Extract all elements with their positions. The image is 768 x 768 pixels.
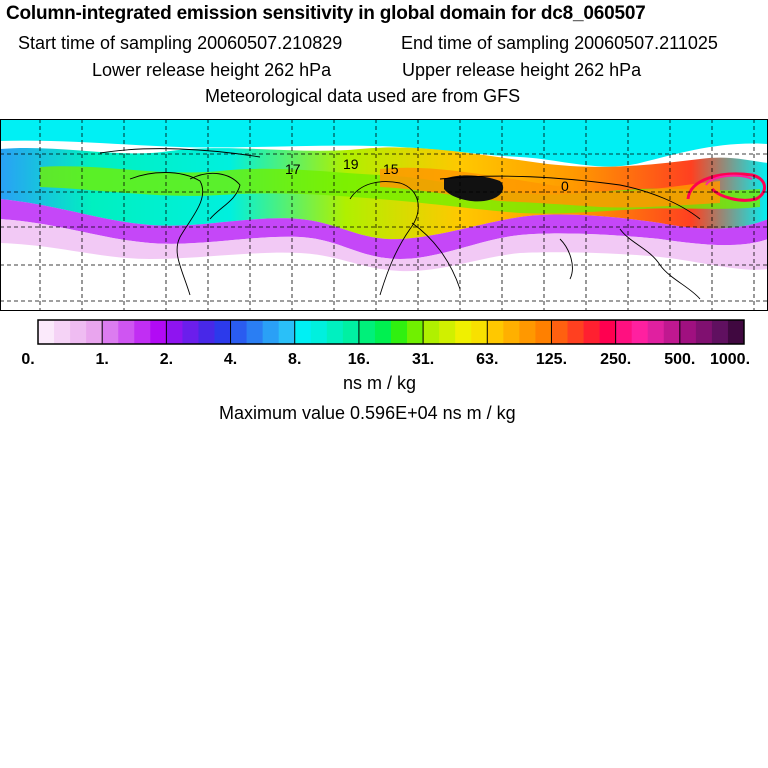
legend-swatch — [86, 320, 103, 344]
legend-swatch — [471, 320, 488, 344]
legend-swatch — [102, 320, 119, 344]
legend-swatch — [439, 320, 456, 344]
legend-swatch — [423, 320, 440, 344]
legend-swatch — [198, 320, 215, 344]
legend-swatch — [455, 320, 472, 344]
legend-tick-label: 250. — [600, 351, 631, 368]
legend-tick-label: 31. — [412, 351, 434, 368]
legend-swatch — [310, 320, 328, 344]
legend-tick-label: 4. — [224, 351, 237, 368]
traj-label-17: 17 — [285, 161, 301, 177]
color-legend: 0. 1. 2. 4. 8. 16. 31. 63. 125. 250. 500. 1000. — [21, 319, 750, 368]
legend-ticks: 0. 1. 2. 4. 8. 16. 31. 63. 125. 250. 500. 1000. — [21, 320, 750, 368]
plume-south-edge — [0, 199, 768, 259]
map-title: Column-integrated emission sensitivity i… — [6, 3, 646, 24]
legend-swatch — [615, 320, 633, 344]
met-data-label: Meteorological data used are from GFS — [205, 86, 521, 106]
start-time-label: Start time of sampling 20060507.210829 — [18, 33, 343, 53]
legend-tick-label: 125. — [536, 351, 567, 368]
traj-label-0: 0 — [561, 178, 569, 194]
legend-swatch — [150, 320, 167, 344]
legend-swatch — [278, 320, 296, 344]
legend-swatch — [70, 320, 87, 344]
legend-swatch — [487, 320, 504, 344]
legend-swatch — [391, 320, 408, 344]
legend-swatch — [134, 320, 151, 344]
legend-border — [37, 319, 745, 345]
maximum-value-label: Maximum value 0.596E+04 ns m / kg — [219, 403, 516, 423]
legend-swatch — [519, 320, 536, 344]
end-time-label: End time of sampling 20060507.211025 — [401, 33, 718, 53]
pink-ring — [705, 174, 753, 186]
legend-swatch — [262, 320, 280, 344]
legend-swatch — [727, 320, 745, 344]
legend-tick-label: 16. — [348, 351, 370, 368]
legend-unit: ns m / kg — [343, 373, 417, 393]
legend-swatch — [182, 320, 199, 344]
legend-tick-label: 1. — [96, 351, 109, 368]
sensitivity-map: 17 19 15 0 — [0, 119, 768, 311]
legend-swatch — [214, 320, 231, 344]
legend-tick-label: 1000. — [710, 351, 750, 368]
legend-swatch — [230, 320, 247, 344]
legend-swatch — [711, 320, 729, 344]
legend-swatch — [38, 320, 55, 344]
legend-swatch — [294, 320, 312, 344]
upper-release-label: Upper release height 262 hPa — [402, 60, 642, 80]
legend-swatch — [342, 320, 360, 344]
legend-swatch — [583, 320, 600, 344]
legend-tick-label: 500. — [664, 351, 695, 368]
traj-label-19: 19 — [343, 156, 359, 172]
max-value-patch — [444, 175, 504, 202]
legend-swatch — [326, 320, 344, 344]
legend-swatch — [118, 320, 135, 344]
plume-south-fringe — [0, 219, 768, 272]
legend-swatch — [679, 320, 697, 344]
plume-north — [0, 119, 768, 167]
legend-swatch — [599, 320, 617, 344]
legend-swatch — [407, 320, 424, 344]
legend-swatch — [551, 320, 568, 344]
legend-swatch — [54, 320, 71, 344]
legend-swatch — [647, 320, 665, 344]
legend-tick-label: 8. — [288, 351, 301, 368]
legend-tick-label: 2. — [160, 351, 173, 368]
legend-tick-label: 0. — [21, 351, 34, 368]
legend-tick-label: 63. — [476, 351, 498, 368]
legend-swatch — [631, 320, 649, 344]
traj-label-15: 15 — [383, 161, 399, 177]
lower-release-label: Lower release height 262 hPa — [92, 60, 332, 80]
legend-swatch — [663, 320, 681, 344]
legend-swatch — [246, 320, 264, 344]
legend-swatch — [535, 320, 552, 344]
legend-swatch — [374, 320, 392, 344]
legend-swatch — [166, 320, 183, 344]
graticule — [0, 119, 768, 311]
legend-swatches — [38, 320, 745, 344]
legend-swatch — [567, 320, 584, 344]
legend-swatch — [358, 320, 376, 344]
legend-swatch — [503, 320, 520, 344]
red-loop — [686, 172, 766, 202]
legend-swatch — [695, 320, 713, 344]
